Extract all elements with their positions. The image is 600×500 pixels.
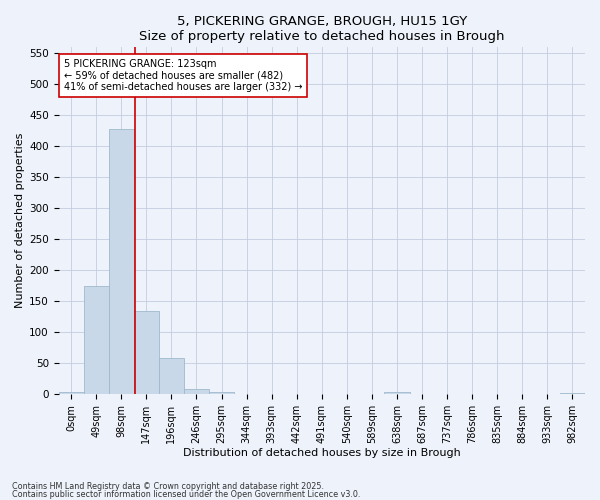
Bar [560, 393, 585, 394]
Bar [385, 392, 410, 394]
Bar [209, 392, 234, 394]
Y-axis label: Number of detached properties: Number of detached properties [15, 133, 25, 308]
Title: 5, PICKERING GRANGE, BROUGH, HU15 1GY
Size of property relative to detached hous: 5, PICKERING GRANGE, BROUGH, HU15 1GY Si… [139, 15, 505, 43]
Text: Contains HM Land Registry data © Crown copyright and database right 2025.: Contains HM Land Registry data © Crown c… [12, 482, 324, 491]
Bar [134, 310, 159, 394]
Text: 5 PICKERING GRANGE: 123sqm
← 59% of detached houses are smaller (482)
41% of sem: 5 PICKERING GRANGE: 123sqm ← 59% of deta… [64, 59, 302, 92]
X-axis label: Distribution of detached houses by size in Brough: Distribution of detached houses by size … [183, 448, 461, 458]
Bar [109, 129, 134, 394]
Text: Contains public sector information licensed under the Open Government Licence v3: Contains public sector information licen… [12, 490, 361, 499]
Bar [59, 392, 84, 394]
Bar [159, 358, 184, 394]
Bar [84, 286, 109, 394]
Bar [184, 390, 209, 394]
